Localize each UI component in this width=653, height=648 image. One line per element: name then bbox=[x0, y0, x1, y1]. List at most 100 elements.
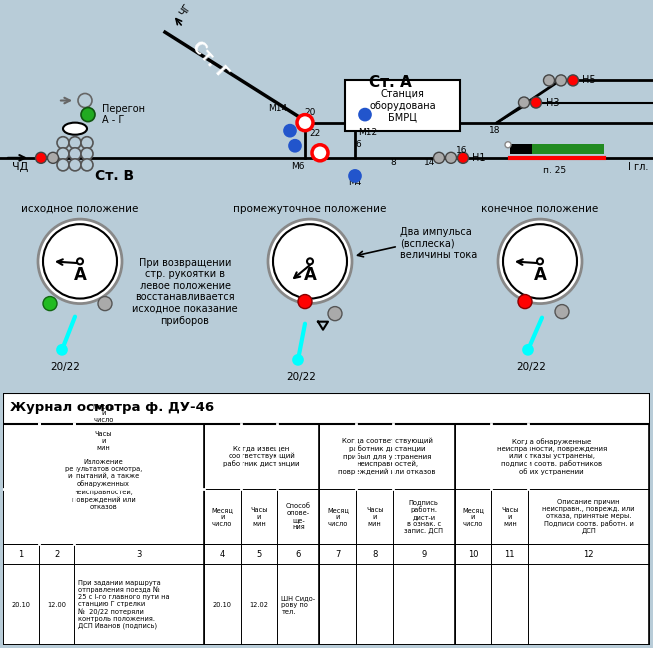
Text: Месяц
и
число: Месяц и число bbox=[211, 507, 233, 527]
Text: 12.02: 12.02 bbox=[249, 601, 268, 608]
Text: 8: 8 bbox=[372, 550, 377, 559]
Text: Когда соответствующий
работник дистанции
прибыл для устранения
неисправностей,
п: Когда соответствующий работник дистанции… bbox=[338, 437, 436, 475]
Text: М14: М14 bbox=[268, 104, 287, 113]
Text: 20.10: 20.10 bbox=[12, 601, 31, 608]
Text: п. 25: п. 25 bbox=[543, 167, 567, 176]
Circle shape bbox=[349, 170, 361, 182]
Circle shape bbox=[567, 75, 579, 86]
Circle shape bbox=[307, 259, 313, 264]
Text: Описание причин
неисправн., поврежд. или
отказа, принятые меры.
Подписи соотв. р: Описание причин неисправн., поврежд. или… bbox=[543, 499, 635, 534]
Text: Ст. А: Ст. А bbox=[369, 75, 411, 90]
Circle shape bbox=[81, 148, 93, 160]
Text: Месяц
и
число

Часы
и
мин

Изложение
результатов осмотра,
испытаний, а также
обн: Месяц и число Часы и мин Изложение резул… bbox=[65, 403, 142, 509]
Text: 6: 6 bbox=[355, 140, 361, 149]
Circle shape bbox=[498, 219, 582, 303]
Text: 3: 3 bbox=[136, 550, 142, 559]
Text: 11: 11 bbox=[505, 550, 515, 559]
Circle shape bbox=[328, 307, 342, 321]
Text: 18: 18 bbox=[489, 126, 501, 135]
Text: При задании маршрута
отправления поезда №
25 с I-го главного пути на
станцию Г с: При задании маршрута отправления поезда … bbox=[78, 580, 169, 629]
Text: 14: 14 bbox=[424, 158, 436, 167]
Text: промежуточное положение: промежуточное положение bbox=[233, 204, 387, 214]
Text: 9: 9 bbox=[421, 550, 426, 559]
Circle shape bbox=[273, 224, 347, 299]
Circle shape bbox=[284, 124, 296, 137]
Text: Ст. Г: Ст. Г bbox=[188, 38, 232, 83]
Circle shape bbox=[543, 75, 554, 86]
Text: 4: 4 bbox=[219, 550, 225, 559]
Bar bbox=[3, 393, 650, 424]
Text: 20.10: 20.10 bbox=[213, 601, 232, 608]
Text: A: A bbox=[304, 266, 317, 284]
Text: Два импульса
(всплеска)
величины тока: Два импульса (всплеска) величины тока bbox=[400, 227, 477, 260]
Text: ЧД: ЧД bbox=[12, 162, 28, 172]
Text: 20/22: 20/22 bbox=[516, 362, 546, 372]
Text: М12: М12 bbox=[358, 128, 377, 137]
Text: Месяц
и
число: Месяц и число bbox=[462, 507, 484, 527]
Bar bbox=[510, 144, 532, 154]
Circle shape bbox=[445, 152, 456, 163]
Text: 1: 1 bbox=[18, 550, 24, 559]
Text: ШН Сидо-
рову по
тел.: ШН Сидо- рову по тел. bbox=[281, 594, 315, 614]
Text: Ст. В: Ст. В bbox=[95, 169, 135, 183]
Circle shape bbox=[293, 355, 303, 365]
Text: 6: 6 bbox=[296, 550, 301, 559]
Text: Станция
оборудована
БМРЦ: Станция оборудована БМРЦ bbox=[369, 89, 436, 122]
Circle shape bbox=[57, 148, 69, 160]
Text: 7: 7 bbox=[335, 550, 340, 559]
Text: ЧГ: ЧГ bbox=[177, 2, 193, 18]
Text: Часы
и
мин: Часы и мин bbox=[501, 507, 518, 527]
Circle shape bbox=[98, 297, 112, 310]
Circle shape bbox=[43, 297, 57, 310]
Text: Н5: Н5 bbox=[582, 75, 596, 86]
Text: 12: 12 bbox=[583, 550, 594, 559]
Text: 10: 10 bbox=[468, 550, 478, 559]
Circle shape bbox=[69, 159, 81, 171]
Text: конечное положение: конечное положение bbox=[481, 204, 599, 214]
Text: 2: 2 bbox=[54, 550, 59, 559]
Circle shape bbox=[48, 152, 59, 163]
Text: Н3: Н3 bbox=[546, 98, 560, 108]
Circle shape bbox=[289, 140, 301, 152]
Circle shape bbox=[537, 259, 543, 264]
Circle shape bbox=[297, 115, 313, 131]
Circle shape bbox=[69, 148, 81, 160]
Text: Когда обнаруженные
неисправности, повреждения
или отказы устранены,
подписи соот: Когда обнаруженные неисправности, повреж… bbox=[497, 438, 607, 474]
Circle shape bbox=[57, 345, 67, 355]
Circle shape bbox=[57, 159, 69, 171]
Circle shape bbox=[38, 219, 122, 303]
Text: 20/22: 20/22 bbox=[286, 372, 316, 382]
Circle shape bbox=[57, 137, 69, 149]
Text: I гл.: I гл. bbox=[628, 162, 648, 172]
Circle shape bbox=[298, 295, 312, 308]
Text: Перегон
А - Г: Перегон А - Г bbox=[102, 104, 145, 126]
Text: Месяц
и
число: Месяц и число bbox=[327, 507, 349, 527]
Text: 20: 20 bbox=[304, 108, 315, 117]
Text: A: A bbox=[74, 266, 86, 284]
Circle shape bbox=[81, 137, 93, 149]
Text: 20/22: 20/22 bbox=[50, 362, 80, 372]
Bar bbox=[345, 80, 460, 131]
Text: М6: М6 bbox=[291, 163, 305, 171]
Circle shape bbox=[518, 295, 532, 308]
Circle shape bbox=[530, 97, 541, 108]
Text: 12.00: 12.00 bbox=[47, 601, 66, 608]
Text: Н1: Н1 bbox=[472, 153, 485, 163]
Circle shape bbox=[523, 345, 533, 355]
Circle shape bbox=[458, 152, 468, 163]
Circle shape bbox=[78, 93, 92, 108]
Circle shape bbox=[81, 108, 95, 122]
Text: A: A bbox=[534, 266, 547, 284]
Circle shape bbox=[555, 305, 569, 319]
Circle shape bbox=[312, 145, 328, 161]
Text: Когда извещен
соответствующий
работник дистанции: Когда извещен соответствующий работник д… bbox=[223, 445, 300, 467]
Text: Часы
и
мин: Часы и мин bbox=[250, 507, 268, 527]
Circle shape bbox=[359, 109, 371, 121]
Circle shape bbox=[81, 159, 93, 171]
Circle shape bbox=[434, 152, 445, 163]
Text: Часы
и
мин: Часы и мин bbox=[366, 507, 383, 527]
Text: 5: 5 bbox=[257, 550, 262, 559]
Circle shape bbox=[69, 137, 81, 149]
Text: Журнал осмотра ф. ДУ-46: Журнал осмотра ф. ДУ-46 bbox=[10, 400, 214, 413]
Text: 22: 22 bbox=[310, 129, 321, 138]
